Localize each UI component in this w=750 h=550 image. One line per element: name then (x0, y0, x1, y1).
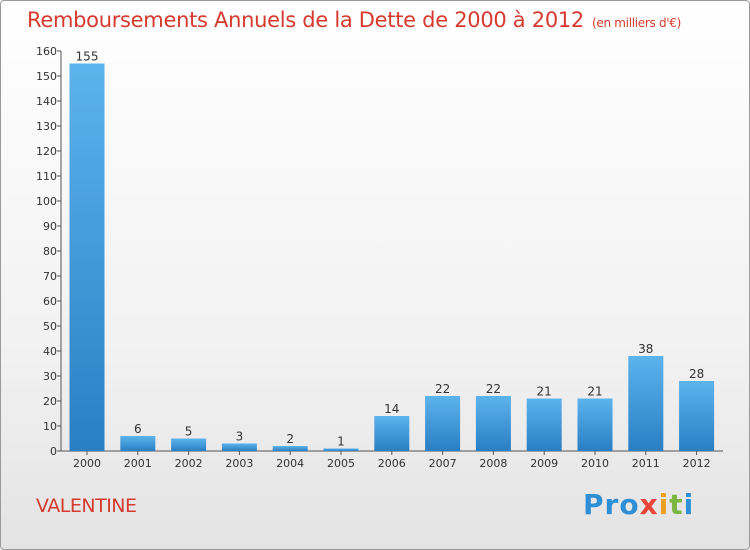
x-tick-label: 2002 (175, 457, 203, 470)
y-tick-label: 20 (43, 395, 57, 408)
bar-value-label: 6 (134, 422, 142, 436)
y-tick-label: 30 (43, 370, 57, 383)
y-tick-label: 120 (36, 145, 57, 158)
bar (120, 436, 156, 451)
bar (171, 438, 207, 451)
bar (628, 356, 664, 451)
bar-value-label: 21 (537, 385, 552, 399)
y-tick-label: 100 (36, 195, 57, 208)
bar-value-label: 2 (286, 432, 294, 446)
bar (526, 398, 562, 451)
bar (323, 448, 359, 451)
y-tick-label: 70 (43, 270, 57, 283)
bar (374, 416, 410, 451)
chart-title: Remboursements Annuels de la Dette de 20… (27, 8, 681, 32)
logo-part: x (639, 488, 659, 521)
bar (679, 381, 715, 451)
bar (272, 446, 308, 451)
proxiti-logo: Proxiti (583, 488, 694, 521)
bar (425, 396, 461, 451)
x-tick-label: 2011 (632, 457, 660, 470)
x-tick-label: 2004 (276, 457, 304, 470)
commune-name: VALENTINE (36, 495, 137, 517)
bar-value-label: 21 (587, 385, 602, 399)
bar-value-label: 14 (384, 402, 399, 416)
x-tick-label: 2009 (530, 457, 558, 470)
y-tick-label: 50 (43, 320, 57, 333)
y-tick-label: 160 (36, 45, 57, 58)
x-tick-label: 2000 (73, 457, 101, 470)
bar-value-label: 1 (337, 435, 345, 449)
x-tick-label: 2007 (429, 457, 457, 470)
y-tick-label: 60 (43, 295, 57, 308)
x-tick-label: 2012 (683, 457, 711, 470)
chart-unit: (en milliers d'€) (592, 16, 682, 30)
bar-value-label: 155 (76, 50, 99, 64)
bar-value-label: 5 (185, 425, 193, 439)
x-tick-label: 2005 (327, 457, 355, 470)
y-tick-label: 110 (36, 170, 57, 183)
x-tick-label: 2003 (225, 457, 253, 470)
bar-value-label: 28 (689, 367, 704, 381)
y-tick-label: 10 (43, 420, 57, 433)
bar (69, 63, 105, 451)
logo-part: Pro (583, 488, 640, 521)
bar (221, 443, 257, 451)
logo-part: i (683, 488, 695, 521)
y-tick-label: 150 (36, 70, 57, 83)
bar-value-label: 22 (435, 382, 450, 396)
y-tick-label: 140 (36, 95, 57, 108)
chart-title-text: Remboursements Annuels de la Dette de 20… (27, 8, 584, 32)
bar-value-label: 22 (486, 382, 501, 396)
x-tick-label: 2008 (479, 457, 507, 470)
y-tick-label: 90 (43, 220, 57, 233)
bar (577, 398, 613, 451)
x-tick-label: 2001 (124, 457, 152, 470)
bar (475, 396, 511, 451)
y-tick-label: 130 (36, 120, 57, 133)
logo-part: i (658, 488, 670, 521)
logo-part: t (669, 488, 684, 521)
x-tick-label: 2010 (581, 457, 609, 470)
y-tick-label: 80 (43, 245, 57, 258)
y-tick-label: 40 (43, 345, 57, 358)
y-tick-label: 0 (50, 445, 57, 458)
bar-value-label: 38 (638, 342, 653, 356)
x-tick-label: 2006 (378, 457, 406, 470)
bar-value-label: 3 (236, 430, 244, 444)
